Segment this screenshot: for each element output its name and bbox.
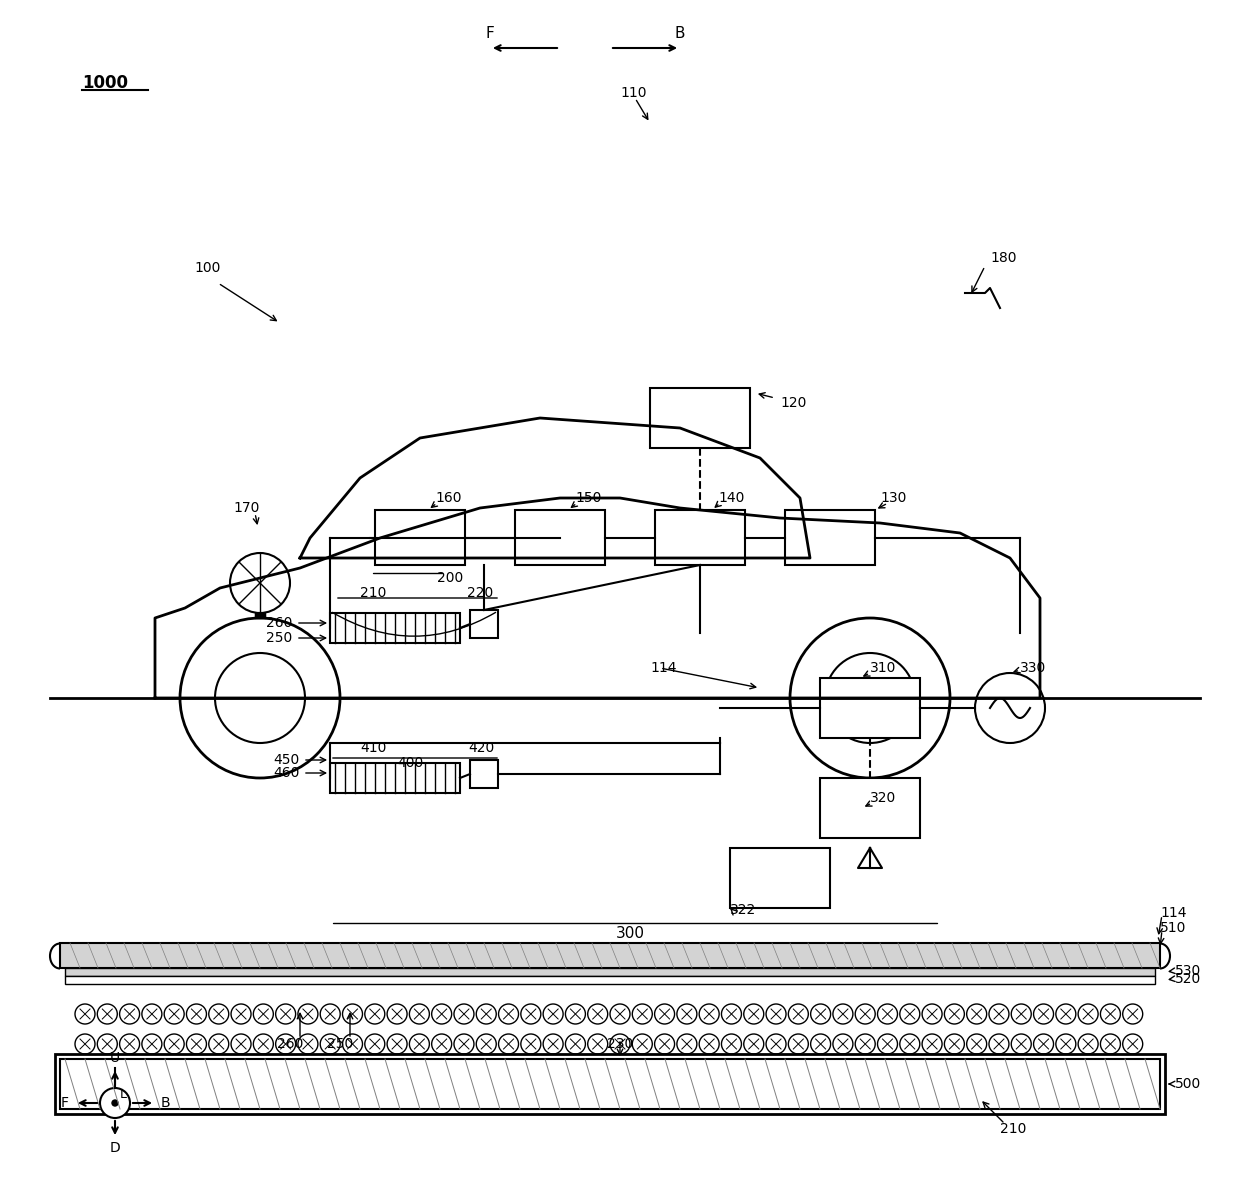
Text: 140: 140 xyxy=(718,491,744,505)
Text: F: F xyxy=(486,26,495,40)
Circle shape xyxy=(100,1088,130,1118)
Bar xyxy=(330,763,460,793)
Text: 110: 110 xyxy=(620,86,646,100)
Text: 170: 170 xyxy=(233,501,260,515)
Text: 460: 460 xyxy=(274,766,300,780)
Text: 510: 510 xyxy=(1159,921,1187,935)
Bar xyxy=(470,610,498,638)
Bar xyxy=(655,510,745,565)
Bar xyxy=(374,510,465,565)
Text: 180: 180 xyxy=(990,251,1017,265)
Text: 160: 160 xyxy=(435,491,461,505)
Text: 150: 150 xyxy=(575,491,601,505)
Text: 220: 220 xyxy=(467,585,494,600)
Text: 530: 530 xyxy=(1176,964,1202,978)
Text: 210: 210 xyxy=(360,585,387,600)
Text: 322: 322 xyxy=(730,904,756,916)
Text: 260: 260 xyxy=(265,616,291,630)
Text: U: U xyxy=(110,1051,120,1065)
Text: 520: 520 xyxy=(1176,972,1202,986)
Text: 230: 230 xyxy=(606,1037,634,1051)
Bar xyxy=(820,777,920,838)
Text: 320: 320 xyxy=(870,790,897,805)
Text: 250: 250 xyxy=(265,631,291,646)
Text: 410: 410 xyxy=(360,741,387,755)
Bar xyxy=(785,510,875,565)
Text: 310: 310 xyxy=(870,661,897,675)
Text: B: B xyxy=(675,26,686,40)
Text: L: L xyxy=(119,1088,126,1101)
Text: 114: 114 xyxy=(650,661,677,675)
Bar xyxy=(60,944,1159,968)
Text: 1000: 1000 xyxy=(82,74,128,92)
Text: 100: 100 xyxy=(195,262,221,274)
Text: 300: 300 xyxy=(615,926,645,940)
Text: 500: 500 xyxy=(1176,1077,1202,1091)
Text: 330: 330 xyxy=(1021,661,1047,675)
Text: F: F xyxy=(61,1096,69,1110)
Text: 250: 250 xyxy=(327,1037,353,1051)
Text: 400: 400 xyxy=(397,756,423,770)
Text: 114: 114 xyxy=(1159,906,1187,920)
Text: 210: 210 xyxy=(999,1121,1027,1136)
Text: 120: 120 xyxy=(780,396,806,410)
Text: 450: 450 xyxy=(274,753,300,767)
Text: 260: 260 xyxy=(277,1037,304,1051)
Text: 130: 130 xyxy=(880,491,906,505)
Bar xyxy=(820,679,920,737)
Bar xyxy=(64,977,1154,984)
Bar xyxy=(55,1054,1166,1114)
Bar xyxy=(330,613,460,643)
Text: B: B xyxy=(160,1096,170,1110)
Bar xyxy=(64,968,1154,977)
Bar xyxy=(60,1059,1159,1108)
Text: D: D xyxy=(109,1141,120,1154)
Text: 200: 200 xyxy=(436,571,463,585)
Bar xyxy=(515,510,605,565)
Bar xyxy=(650,388,750,448)
Circle shape xyxy=(112,1100,118,1106)
Bar xyxy=(730,848,830,908)
Text: 420: 420 xyxy=(467,741,495,755)
Bar xyxy=(470,760,498,788)
